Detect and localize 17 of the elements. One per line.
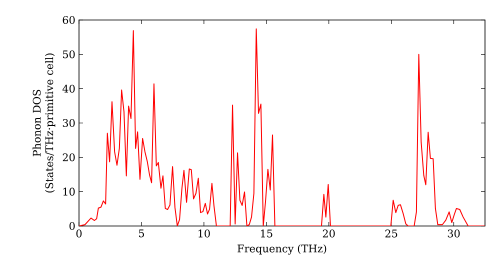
line-series bbox=[79, 28, 485, 226]
y-tick-label: 20 bbox=[62, 153, 75, 162]
y-axis-title: Phonon DOS (States/THz·primitive cell) bbox=[32, 53, 56, 193]
x-tick-label: 20 bbox=[322, 230, 335, 238]
y-tick-label: 60 bbox=[62, 16, 75, 24]
y-tick-label: 30 bbox=[62, 119, 75, 127]
x-tick-label: 10 bbox=[198, 230, 210, 238]
x-tick-label: 25 bbox=[385, 230, 398, 238]
y-tick-label: 50 bbox=[63, 50, 75, 58]
x-tick-label: 0 bbox=[76, 230, 82, 238]
x-tick-label: 30 bbox=[448, 230, 460, 238]
y-tick-label: 40 bbox=[62, 84, 75, 93]
x-tick-label: 5 bbox=[139, 230, 144, 238]
x-axis-title: Frequency (THz) bbox=[238, 244, 326, 255]
y-tick-label: 0 bbox=[69, 222, 75, 230]
y-tick-label: 10 bbox=[63, 188, 75, 196]
x-tick-label: 15 bbox=[260, 230, 272, 238]
